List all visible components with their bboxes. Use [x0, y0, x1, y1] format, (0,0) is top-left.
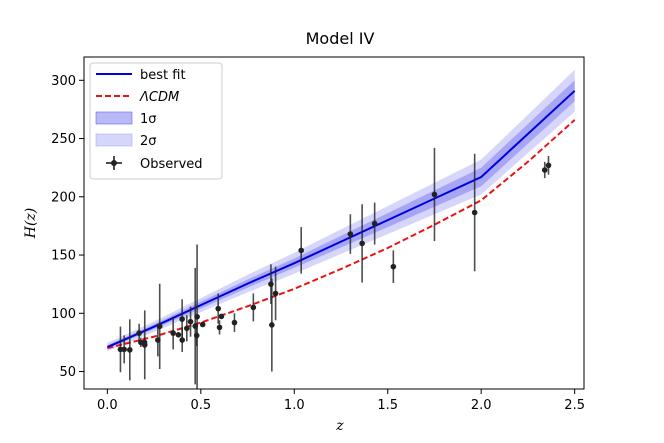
x-axis-label: z	[335, 418, 344, 434]
x-tick-label: 0.5	[190, 398, 211, 413]
observed-point	[268, 281, 274, 287]
x-tick-label: 1.5	[377, 398, 398, 413]
x-tick-label: 2.5	[564, 398, 585, 413]
legend-2sigma-swatch	[95, 133, 133, 147]
band-2sigma	[107, 69, 575, 352]
observed-point	[272, 290, 279, 297]
x-tick-label: 1.0	[284, 398, 305, 413]
y-tick-label: 150	[51, 249, 76, 264]
observed-point	[250, 304, 257, 311]
y-tick-label: 50	[59, 365, 76, 380]
legend-observed-label: Observed	[140, 157, 203, 172]
observed-point	[216, 324, 223, 331]
legend-best-fit-label: best fit	[140, 68, 186, 83]
observed-point	[541, 167, 548, 173]
observed-point	[136, 330, 142, 336]
legend-lcdm-label: ΛCDM	[139, 90, 179, 105]
observed-point	[231, 319, 238, 326]
legend-1sigma-label: 1σ	[140, 112, 157, 127]
observed-point	[121, 346, 127, 353]
observed-point	[187, 318, 194, 325]
legend-box	[89, 62, 223, 180]
observed-point	[471, 209, 478, 216]
y-tick-label: 200	[51, 190, 76, 205]
confidence-bands	[107, 69, 575, 352]
observed-point	[194, 313, 200, 320]
observed-point	[199, 321, 206, 328]
legend-observed-marker	[111, 160, 117, 166]
x-tick-label: 0.0	[97, 398, 118, 413]
observed-point	[359, 240, 365, 247]
observed-point	[126, 347, 133, 353]
observed-point	[170, 330, 176, 336]
lcdm-line	[107, 119, 576, 350]
y-tick-label: 100	[51, 307, 76, 322]
observed-point	[545, 162, 552, 169]
observed-point	[371, 220, 378, 227]
observed-point	[156, 323, 163, 330]
observed-point	[179, 337, 186, 343]
legend-1sigma-swatch	[95, 111, 133, 125]
observed-point	[179, 316, 185, 322]
observed-point	[218, 313, 225, 320]
y-axis: 50 100 150 200 250 300	[51, 74, 84, 380]
plot-frame	[83, 56, 585, 390]
observed-point	[175, 332, 182, 338]
y-axis-label: H(z)	[23, 208, 39, 240]
observed-points	[117, 147, 552, 389]
best-fit-line	[106, 90, 576, 349]
observed-point	[215, 305, 222, 312]
x-tick-label: 2.0	[471, 398, 492, 413]
observed-point	[141, 342, 148, 348]
y-tick-label: 300	[51, 74, 76, 89]
model-lines	[106, 90, 576, 350]
legend-2sigma-label: 2σ	[140, 134, 157, 149]
observed-point	[184, 325, 190, 332]
observed-point	[390, 263, 397, 270]
observed-point	[431, 191, 438, 198]
observed-point	[347, 231, 354, 237]
chart-title: Model IV	[306, 29, 375, 48]
legend: best fit ΛCDM 1σ 2σ Observed	[89, 62, 223, 180]
observed-point	[298, 247, 304, 254]
y-tick-label: 250	[51, 132, 76, 147]
observed-point	[269, 322, 275, 328]
x-axis: 0.0 0.5 1.0 1.5 2.0 2.5	[97, 389, 585, 413]
